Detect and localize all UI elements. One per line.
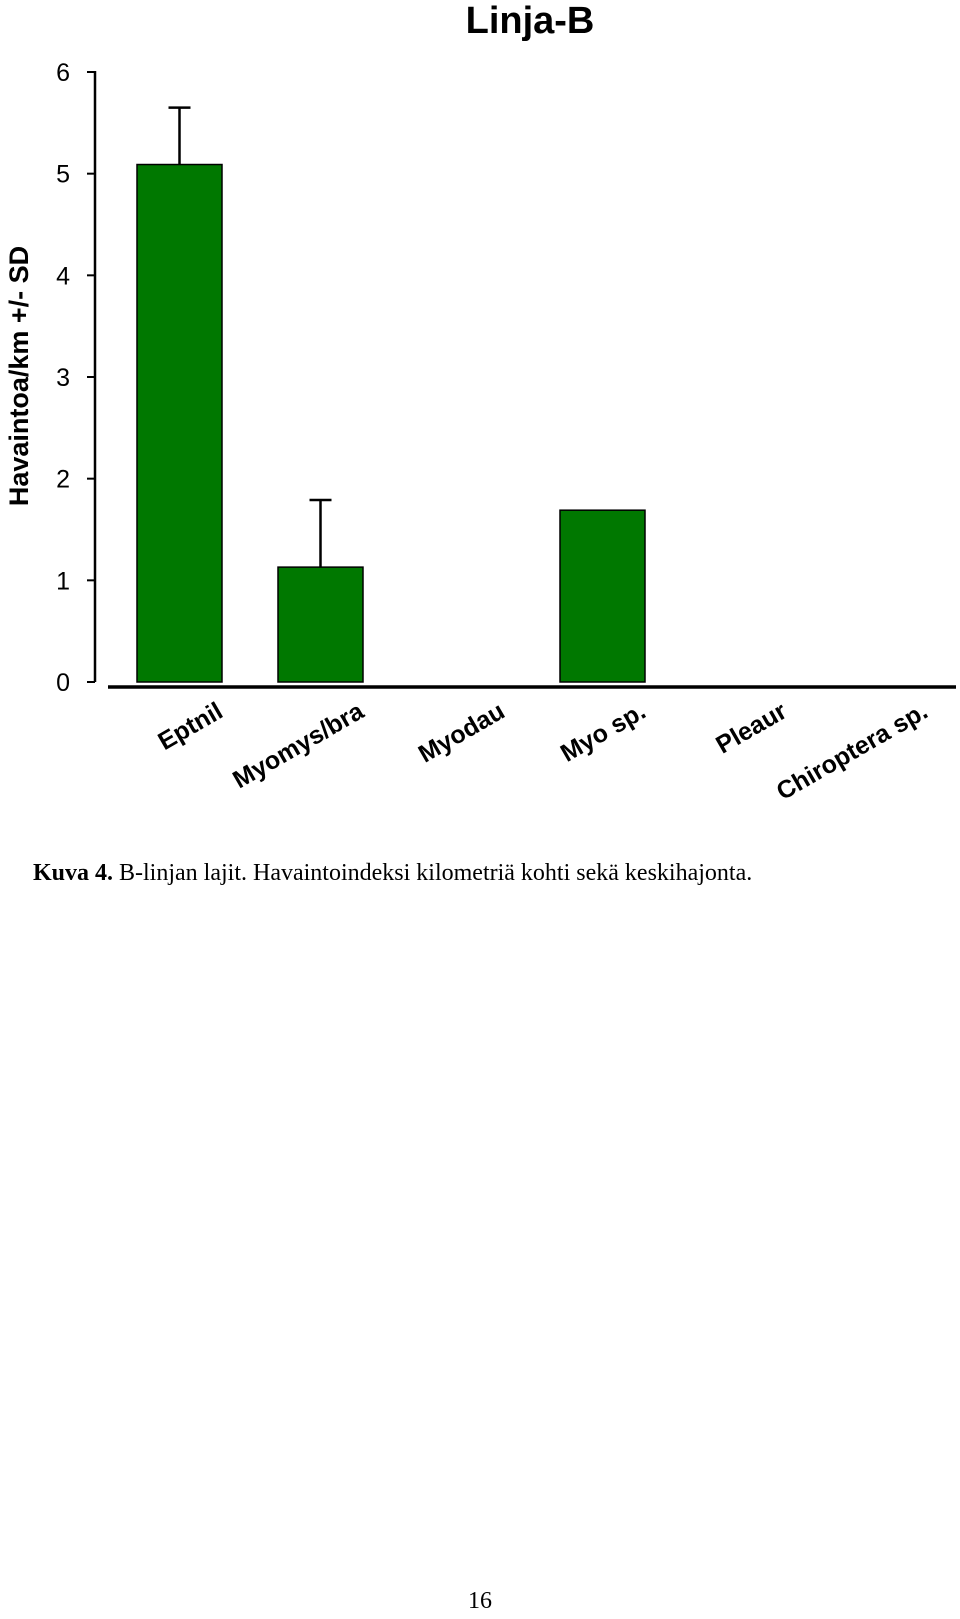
y-tick-label: 6: [56, 59, 70, 87]
y-tick-label: 2: [56, 466, 70, 494]
caption-label: Kuva 4.: [33, 860, 114, 886]
x-category-label: Myomys/bra: [228, 696, 369, 794]
caption-text: B-linjan lajit. Havaintoindeksi kilometr…: [113, 860, 753, 886]
x-category-label: Myodau: [414, 697, 510, 768]
figure-caption: Kuva 4. B-linjan lajit. Havaintoindeksi …: [33, 860, 752, 887]
y-tick-label: 4: [56, 262, 70, 290]
y-tick-label: 5: [56, 161, 70, 189]
bar: [136, 163, 223, 683]
x-category-label: Pleaur: [711, 697, 791, 760]
bar: [277, 566, 364, 683]
y-tick-label: 0: [56, 669, 70, 697]
x-category-label: Myo sp.: [556, 697, 651, 768]
page-number: 16: [468, 1588, 492, 1614]
y-axis-label: Havaintoa/km +/- SD: [4, 246, 34, 506]
bar-chart: Linja-B Havaintoa/km +/- SD 0 1 2 3 4 5 6 Eptn…: [4, 0, 956, 806]
bar: [559, 509, 646, 683]
y-tick-label: 3: [56, 364, 70, 392]
x-category-label: Eptnil: [153, 697, 227, 756]
chart-title: Linja-B: [466, 0, 595, 42]
x-category-label: Chiroptera sp.: [772, 697, 933, 806]
y-tick-label: 1: [56, 567, 70, 595]
